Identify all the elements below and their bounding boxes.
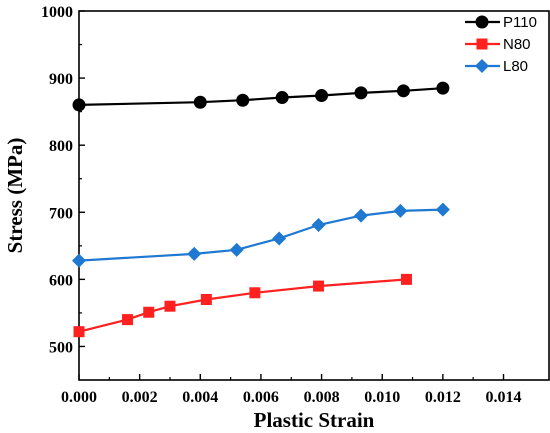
data-point-l80 [187, 246, 202, 261]
legend-label-p110: P110 [503, 14, 537, 31]
data-point-p110 [275, 91, 289, 105]
x-tick-label: 0.010 [364, 389, 400, 406]
data-point-p110 [315, 89, 329, 103]
legend-label-n80: N80 [503, 36, 531, 53]
y-tick-label: 800 [49, 138, 73, 155]
y-axis-title: Stress (MPa) [3, 138, 27, 254]
plot-frame [78, 10, 550, 381]
series-line-p110 [78, 87, 443, 106]
data-point-n80 [73, 326, 85, 338]
data-point-p110 [354, 86, 368, 100]
data-point-l80 [72, 253, 86, 268]
data-point-p110 [193, 95, 207, 109]
legend-marker-l80 [475, 59, 489, 73]
legend-label-l80: L80 [503, 58, 528, 75]
data-point-p110 [236, 93, 250, 107]
x-tick-label: 0.008 [304, 389, 340, 406]
data-point-n80 [200, 293, 212, 305]
legend-marker-n80 [476, 38, 488, 50]
data-point-l80 [435, 202, 450, 217]
x-tick-label: 0.006 [243, 389, 279, 406]
series-layer [72, 81, 450, 338]
x-tick-label: 0.000 [61, 389, 97, 406]
data-point-l80 [311, 218, 326, 233]
x-tick-label: 0.002 [122, 389, 158, 406]
data-point-p110 [396, 84, 410, 98]
data-point-n80 [400, 273, 412, 285]
axes: 0.000 0.002 0.004 0.006 0.008 0.010 0.012 0.014… [41, 4, 550, 406]
data-point-n80 [164, 300, 176, 312]
series-line-l80 [78, 208, 443, 262]
x-tick-label: 0.004 [182, 389, 218, 406]
series-p110 [72, 81, 450, 112]
x-tick-label: 0.012 [425, 389, 461, 406]
series-n80 [73, 273, 412, 338]
data-point-l80 [229, 242, 244, 257]
y-tick-label: 900 [49, 71, 73, 88]
data-point-n80 [143, 306, 155, 318]
data-point-n80 [313, 280, 325, 292]
data-point-n80 [122, 314, 134, 326]
x-tick-label: 0.014 [486, 389, 522, 406]
x-axis-title: Plastic Strain [254, 408, 375, 432]
data-point-p110 [72, 98, 86, 112]
data-point-l80 [354, 208, 368, 223]
data-point-l80 [272, 231, 287, 246]
y-tick-label: 1000 [41, 4, 73, 21]
legend-marker-p110 [475, 15, 489, 29]
legend: P110 N80 L80 [465, 14, 537, 75]
y-tick-label: 500 [49, 339, 73, 356]
data-point-n80 [249, 287, 261, 299]
data-point-l80 [393, 203, 408, 218]
series-l80 [72, 202, 450, 268]
y-tick-label: 700 [49, 205, 73, 222]
data-point-p110 [436, 81, 450, 95]
y-tick-label: 600 [49, 272, 73, 289]
